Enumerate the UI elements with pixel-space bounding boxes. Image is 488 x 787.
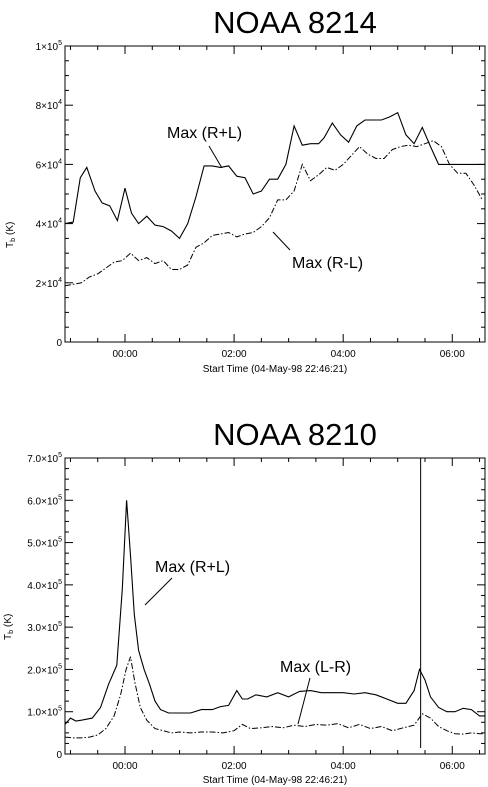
y-tick-label-exponent: 4: [58, 277, 62, 284]
chart-title: NOAA 8214: [213, 5, 377, 40]
x-tick-label: 04:00: [331, 761, 356, 772]
series-line-max-r-plus-minus-l: [64, 500, 485, 725]
plot-frame: [64, 45, 486, 343]
x-axis-label: Start Time (04-May-98 22:46:21): [203, 775, 348, 786]
y-axis-label-unit: (K): [3, 614, 14, 627]
chart-title: NOAA 8210: [213, 417, 377, 452]
y-tick-label-base: 0: [56, 338, 62, 349]
y-tick-label-base: 4×10: [36, 220, 59, 231]
series-group: [64, 111, 485, 287]
y-tick-label: 5.0×105: [27, 537, 62, 550]
x-tick-label: 06:00: [440, 761, 465, 772]
y-tick-label-base: 6.0×10: [27, 496, 58, 507]
y-tick-label: 4.0×105: [27, 579, 62, 592]
y-tick-label: 0: [56, 750, 62, 761]
series-group: [64, 500, 485, 739]
y-tick-label-base: 4.0×10: [27, 581, 58, 592]
y-tick-label: 0: [56, 338, 62, 349]
x-tick-label: 04:00: [331, 349, 356, 360]
y-tick-label: 6.0×105: [27, 494, 62, 507]
y-axis-label-symbol: T: [3, 634, 14, 640]
y-axis-label-unit: (K): [5, 222, 16, 235]
series-line-max-r-minus-l: [64, 140, 483, 287]
y-tick-label-exponent: 5: [58, 537, 62, 544]
y-tick-label-exponent: 4: [58, 218, 62, 225]
x-axis-label: Start Time (04-May-98 22:46:21): [203, 364, 348, 375]
series-label-leader: [208, 145, 223, 169]
series-label-leader: [297, 677, 311, 725]
y-axis-label: Tb (K): [3, 614, 15, 640]
x-tick-label: 00:00: [112, 349, 137, 360]
y-tick-label-base: 0: [56, 750, 62, 761]
y-tick-label-exponent: 5: [58, 706, 62, 713]
y-tick-label: 1.0×105: [27, 706, 62, 719]
y-tick-label-base: 3.0×10: [27, 623, 58, 634]
y-tick-label-exponent: 5: [58, 663, 62, 670]
y-tick-label: 4×104: [36, 218, 63, 231]
series-label-max-r-minus-l: Max (R-L): [292, 255, 363, 272]
y-tick-label: 7.0×105: [27, 452, 62, 465]
x-tick-label: 00:00: [112, 761, 137, 772]
x-tick-label: 02:00: [222, 761, 247, 772]
series-line-max-r-plus-minus-l: [64, 111, 485, 240]
y-axis-label-subscript: b: [8, 630, 15, 634]
y-tick-label: 8×104: [36, 99, 63, 112]
x-axis-ticks: 00:00 02:00 04:00 06:00: [69, 46, 481, 360]
y-tick-label-exponent: 5: [58, 494, 62, 501]
y-tick-label-exponent: 4: [58, 158, 62, 165]
y-tick-label-base: 1.0×10: [27, 708, 58, 719]
series-label-max-r-plus-l: Max (R+L): [167, 125, 242, 142]
y-tick-label-exponent: 4: [58, 99, 62, 106]
y-tick-label-base: 2.0×10: [27, 665, 58, 676]
y-tick-label-base: 8×10: [36, 101, 59, 112]
y-axis-label: Tb (K): [5, 222, 17, 248]
y-tick-label: 2.0×105: [27, 663, 62, 676]
y-tick-label-base: 7.0×10: [27, 454, 58, 465]
x-axis-ticks: 00:00 02:00 04:00 06:00: [69, 458, 481, 772]
series-label-leader: [144, 577, 173, 606]
y-tick-label: 3.0×105: [27, 621, 62, 634]
series-label-max-r-plus-l: Max (R+L): [155, 559, 230, 576]
y-tick-label-exponent: 5: [58, 452, 62, 459]
y-axis-ticks: 01.0×1052.0×1053.0×1054.0×1055.0×1056.0×…: [27, 452, 485, 761]
y-tick-label-base: 6×10: [36, 160, 59, 171]
y-tick-label-exponent: 5: [58, 579, 62, 586]
series-label-leader: [272, 231, 291, 251]
y-tick-label: 1×105: [36, 40, 63, 53]
x-tick-label: 02:00: [222, 349, 247, 360]
x-tick-label: 06:00: [440, 349, 465, 360]
y-tick-label: 6×104: [36, 158, 63, 171]
y-tick-label-base: 1×10: [36, 42, 59, 53]
series-label-max-l-minus-r: Max (L-R): [280, 659, 351, 676]
y-axis-label-subscript: b: [10, 238, 17, 242]
y-tick-label-base: 2×10: [36, 279, 59, 290]
plot-frame: [64, 457, 486, 755]
series-line-max-l-minus-r: [64, 656, 485, 739]
y-tick-label-exponent: 5: [58, 40, 62, 47]
y-tick-label-base: 5.0×10: [27, 539, 58, 550]
y-tick-label-exponent: 5: [58, 621, 62, 628]
chart-panel-noaa-8210: NOAA 8210 01.0×1052.0×1053.0×1054.0×1055…: [3, 417, 486, 786]
y-tick-label: 2×104: [36, 277, 63, 290]
y-axis-label-symbol: T: [5, 242, 16, 248]
